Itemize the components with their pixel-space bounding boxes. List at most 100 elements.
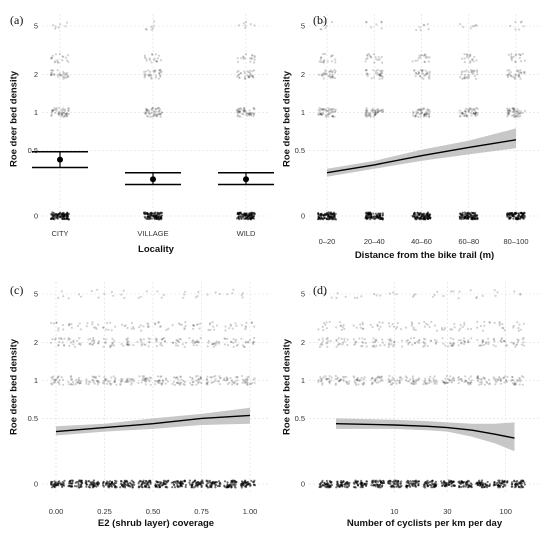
- observed-point: [212, 482, 215, 485]
- observed-point: [85, 325, 88, 328]
- observed-point: [78, 337, 81, 340]
- observed-point: [210, 484, 213, 487]
- y-tick-label: 0: [34, 480, 38, 489]
- observed-point: [112, 344, 116, 347]
- observed-point: [148, 57, 151, 60]
- observed-point: [460, 342, 463, 345]
- observed-point: [372, 337, 375, 340]
- observed-point: [459, 339, 462, 342]
- observed-point: [429, 217, 432, 220]
- observed-point: [380, 378, 383, 381]
- observed-point: [390, 379, 393, 382]
- observed-point: [425, 112, 428, 115]
- observed-point: [338, 321, 342, 324]
- observed-point: [179, 338, 182, 341]
- observed-point: [158, 112, 162, 116]
- observed-point: [250, 57, 253, 60]
- observed-point: [252, 76, 255, 79]
- observed-point: [463, 211, 467, 214]
- observed-point: [195, 379, 198, 382]
- observed-point: [365, 72, 368, 75]
- x-tick-label: 10: [390, 507, 398, 516]
- observed-point: [381, 110, 384, 113]
- observed-point: [332, 211, 335, 214]
- observed-point: [239, 215, 242, 218]
- observed-point: [365, 480, 368, 483]
- observed-point: [132, 344, 135, 347]
- observed-point: [191, 380, 194, 383]
- observed-point: [424, 338, 427, 341]
- observed-point: [459, 327, 462, 330]
- observed-point: [155, 110, 158, 113]
- observed-point: [328, 75, 331, 78]
- observed-point: [331, 75, 334, 78]
- observed-point: [365, 21, 368, 24]
- observed-point: [240, 213, 243, 216]
- observed-point: [238, 110, 241, 113]
- observed-point: [361, 327, 364, 330]
- observed-point: [481, 479, 484, 482]
- observed-point: [414, 114, 417, 117]
- observed-point: [244, 77, 247, 80]
- observed-point: [331, 111, 334, 114]
- observed-point: [206, 486, 210, 489]
- observed-point: [51, 211, 54, 214]
- observed-point: [447, 381, 450, 384]
- observed-point: [230, 379, 233, 382]
- observed-point: [219, 377, 222, 380]
- observed-point: [428, 113, 431, 116]
- observed-point: [457, 375, 460, 379]
- observed-point: [244, 57, 247, 60]
- observed-point: [328, 217, 331, 220]
- observed-point: [95, 379, 98, 382]
- x-tick-label: 20–40: [364, 237, 385, 246]
- observed-point: [195, 344, 198, 347]
- observed-point: [152, 114, 155, 117]
- observed-point: [450, 482, 453, 485]
- observed-point: [430, 486, 433, 489]
- observed-point: [420, 111, 423, 115]
- observed-point: [344, 295, 347, 298]
- observed-point: [388, 380, 391, 384]
- observed-point: [424, 216, 428, 219]
- observed-point: [405, 484, 408, 487]
- observed-point: [93, 326, 96, 329]
- observed-point: [407, 343, 410, 346]
- observed-point: [320, 108, 323, 111]
- observed-point: [509, 74, 512, 77]
- observed-point: [365, 216, 368, 219]
- observed-point: [321, 383, 324, 386]
- observed-point: [463, 340, 466, 343]
- observed-point: [357, 383, 360, 386]
- observed-point: [323, 73, 327, 76]
- observed-point: [342, 375, 345, 378]
- observed-point: [434, 379, 438, 382]
- observed-point: [500, 337, 503, 340]
- observed-point: [184, 290, 187, 293]
- observed-point: [356, 296, 359, 299]
- observed-point: [464, 379, 467, 382]
- observed-point: [54, 108, 58, 111]
- observed-point: [63, 218, 66, 221]
- observed-point: [242, 55, 245, 58]
- observed-point: [425, 55, 428, 58]
- observed-point: [318, 21, 321, 25]
- observed-point: [65, 59, 69, 62]
- observed-point: [149, 115, 152, 118]
- observed-point: [77, 378, 80, 381]
- observed-point: [371, 326, 374, 329]
- x-tick-label: 30: [443, 507, 451, 516]
- observed-point: [452, 377, 456, 380]
- observed-point: [207, 339, 210, 343]
- observed-point: [50, 376, 53, 379]
- observed-point: [56, 482, 59, 485]
- observed-point: [392, 291, 395, 294]
- observed-point: [237, 74, 240, 77]
- observed-point: [519, 292, 522, 295]
- observed-point: [506, 109, 509, 112]
- observed-point: [467, 383, 470, 386]
- observed-point: [142, 338, 145, 341]
- observed-point: [514, 60, 517, 63]
- observed-point: [419, 68, 422, 72]
- observed-point: [172, 380, 175, 383]
